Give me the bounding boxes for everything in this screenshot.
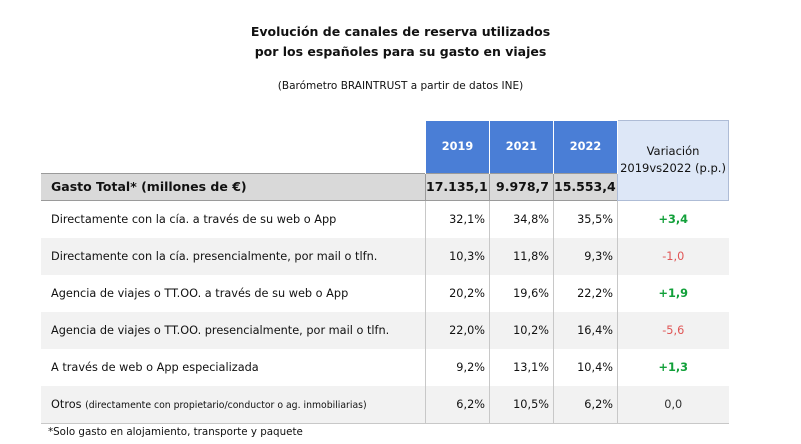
total-value-2019: 17.135,1 [425, 172, 490, 201]
channel-label: Otros [51, 397, 82, 411]
share-value-2019: 9,2% [425, 348, 490, 386]
share-value-2019: 20,2% [425, 274, 490, 312]
variation-value: -1,0 [617, 237, 729, 275]
page-title: Evolución de canales de reserva utilizad… [0, 22, 801, 62]
total-row: Gasto Total* (millones de €) 17.135,1 9.… [41, 172, 729, 201]
variation-header: Variación 2019vs2022 (p.p.) [617, 120, 729, 201]
share-value-2021: 19,6% [489, 274, 554, 312]
channel-label-cell: Directamente con la cía. presencialmente… [41, 237, 426, 275]
variation-value: +1,3 [617, 348, 729, 386]
title-line-1: Evolución de canales de reserva utilizad… [250, 24, 551, 39]
share-value-2021: 10,2% [489, 311, 554, 349]
header-blank [41, 121, 426, 174]
variation-header-line-1: Variación [646, 144, 700, 159]
table-row: Directamente con la cía. a través de su … [41, 200, 729, 238]
channel-label-cell: Otros (directamente con propietario/cond… [41, 385, 426, 424]
channel-note: (directamente con propietario/conductor … [85, 399, 367, 411]
channel-label: Directamente con la cía. a través de su … [51, 212, 337, 226]
share-value-2021: 10,5% [489, 385, 554, 424]
share-value-2021: 13,1% [489, 348, 554, 386]
channel-label: A través de web o App especializada [51, 360, 259, 374]
share-value-2019: 6,2% [425, 385, 490, 424]
share-value-2022: 35,5% [553, 200, 618, 238]
year-header-2019: 2019 [425, 120, 490, 173]
table-row: Otros (directamente con propietario/cond… [41, 385, 729, 424]
title-line-2: por los españoles para su gasto en viaje… [254, 44, 547, 59]
year-header-2021: 2021 [489, 120, 554, 173]
channel-label-cell: Agencia de viajes o TT.OO. presencialmen… [41, 311, 426, 349]
share-value-2022: 9,3% [553, 237, 618, 275]
share-value-2019: 32,1% [425, 200, 490, 238]
variation-value: +1,9 [617, 274, 729, 312]
total-label: Gasto Total* (millones de €) [41, 172, 426, 201]
total-value-2022: 15.553,4 [553, 172, 618, 201]
share-value-2022: 16,4% [553, 311, 618, 349]
header-row: 2019 2021 2022 Variación 2019vs2022 (p.p… [41, 120, 729, 201]
table-row: Directamente con la cía. presencialmente… [41, 237, 729, 275]
channel-label-cell: Agencia de viajes o TT.OO. a través de s… [41, 275, 426, 312]
variation-header-line-2: 2019vs2022 (p.p.) [620, 161, 726, 176]
variation-value: 0,0 [617, 385, 729, 424]
channel-label: Agencia de viajes o TT.OO. a través de s… [51, 286, 349, 300]
table-row: Agencia de viajes o TT.OO. a través de s… [41, 274, 729, 312]
variation-value: -5,6 [617, 311, 729, 349]
table-row: A través de web o App especializada 9,2% 1… [41, 348, 729, 386]
channel-label-cell: Directamente con la cía. a través de su … [41, 200, 426, 238]
share-value-2022: 6,2% [553, 385, 618, 424]
table-row: Agencia de viajes o TT.OO. presencialmen… [41, 311, 729, 349]
channel-label: Directamente con la cía. presencialmente… [51, 249, 378, 263]
share-value-2021: 11,8% [489, 237, 554, 275]
total-value-2021: 9.978,7 [489, 172, 554, 201]
share-value-2019: 22,0% [425, 311, 490, 349]
variation-value: +3,4 [617, 200, 729, 238]
channel-label: Agencia de viajes o TT.OO. presencialmen… [51, 323, 390, 337]
share-value-2019: 10,3% [425, 237, 490, 275]
channel-label-cell: A través de web o App especializada [41, 349, 426, 386]
footnote: *Solo gasto en alojamiento, transporte y… [48, 426, 303, 438]
share-value-2022: 22,2% [553, 274, 618, 312]
page-subtitle: (Barómetro BRAINTRUST a partir de datos … [277, 80, 524, 92]
year-header-2022: 2022 [553, 120, 618, 173]
booking-channels-table: 2019 2021 2022 Variación 2019vs2022 (p.p… [41, 120, 729, 424]
channel-rows: Directamente con la cía. a través de su … [41, 200, 729, 424]
share-value-2022: 10,4% [553, 348, 618, 386]
share-value-2021: 34,8% [489, 200, 554, 238]
